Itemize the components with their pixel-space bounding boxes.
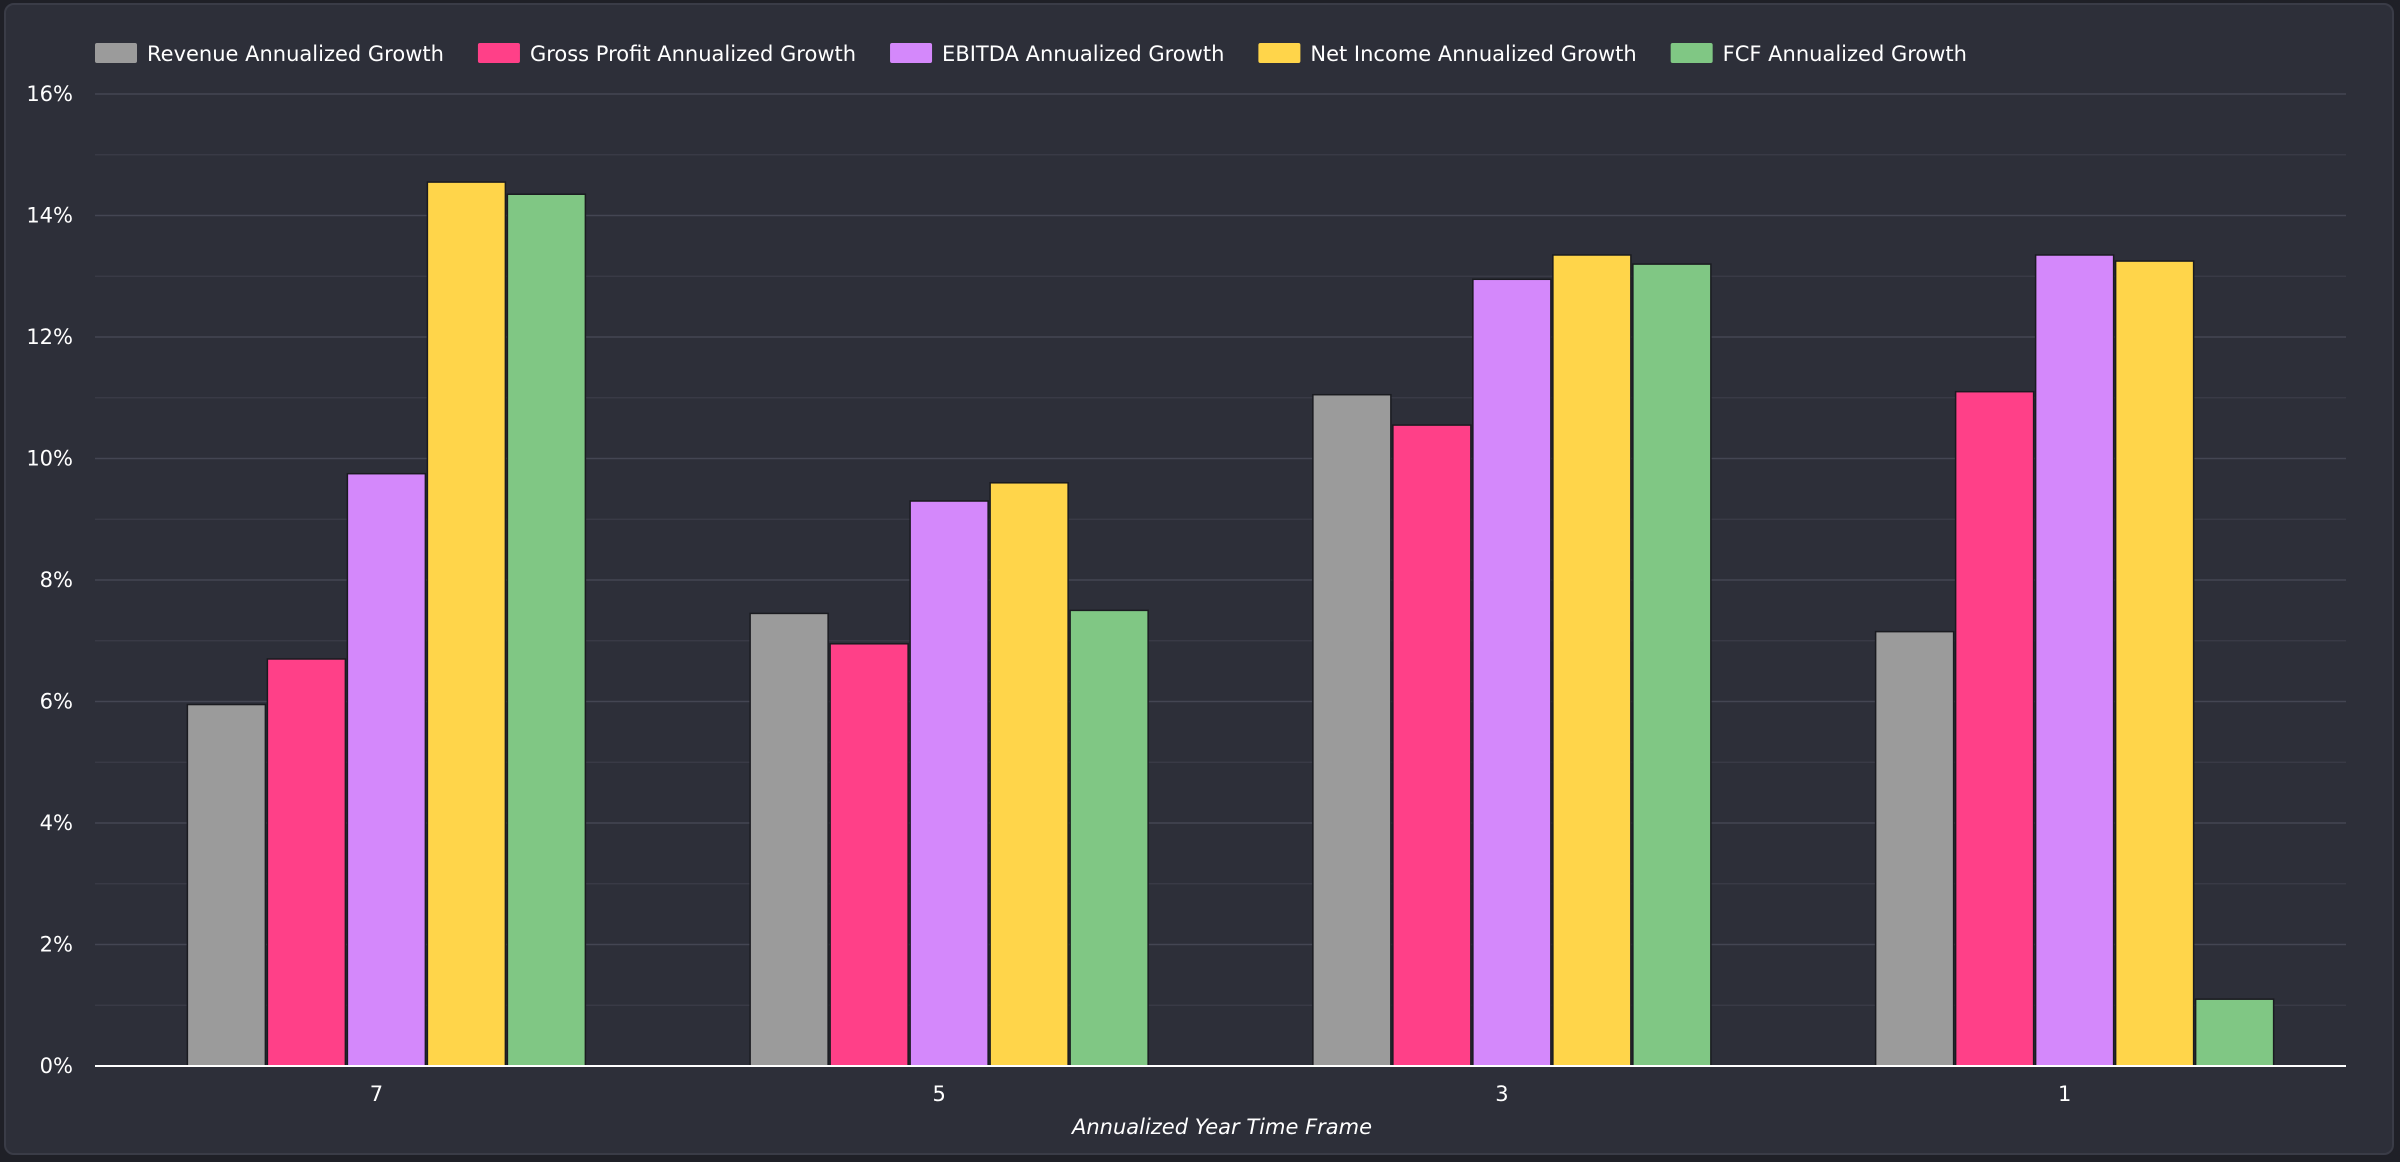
legend: Revenue Annualized Growth Gross Profit An… — [95, 42, 1967, 66]
bar-net-income-annualized-growth-1 — [2114, 260, 2195, 1067]
x-tick-label: 7 — [370, 1082, 383, 1106]
bar-revenue-annualized-growth-5 — [749, 612, 829, 1067]
x-axis-title: Annualized Year Time Frame — [1070, 1115, 1372, 1139]
legend-label: Revenue Annualized Growth — [147, 42, 444, 66]
y-tick-label: 12% — [26, 325, 73, 349]
bar-revenue-annualized-growth-1 — [1874, 630, 1955, 1067]
legend-label: EBITDA Annualized Growth — [942, 42, 1224, 66]
legend-swatch — [890, 43, 933, 63]
bar-revenue-annualized-growth-3 — [1312, 393, 1392, 1067]
bar-fcf-annualized-growth-3 — [1632, 263, 1712, 1067]
legend-label: Gross Profit Annualized Growth — [530, 42, 856, 66]
legend-swatch — [1258, 43, 1301, 63]
x-tick-label: 5 — [932, 1082, 945, 1106]
y-tick-label: 10% — [26, 447, 73, 471]
bar-fcf-annualized-growth-7 — [506, 193, 587, 1067]
y-tick-label: 14% — [26, 204, 73, 228]
bar-gross-profit-annualized-growth-7 — [266, 658, 347, 1067]
y-tick-label: 8% — [40, 568, 73, 592]
y-tick-label: 16% — [26, 82, 73, 106]
legend-swatch — [477, 43, 520, 63]
legend-label: Net Income Annualized Growth — [1310, 42, 1636, 66]
x-tick-label: 1 — [2058, 1082, 2071, 1106]
x-tick-label: 3 — [1495, 1082, 1508, 1106]
legend-label: FCF Annualized Growth — [1723, 42, 1967, 66]
bar-ebitda-annualized-growth-1 — [2034, 254, 2115, 1067]
bar-gross-profit-annualized-growth-3 — [1392, 424, 1472, 1067]
y-tick-label: 6% — [40, 690, 73, 714]
bar-net-income-annualized-growth-7 — [426, 181, 507, 1067]
bar-net-income-annualized-growth-5 — [989, 482, 1069, 1067]
bar-fcf-annualized-growth-5 — [1069, 609, 1149, 1067]
bar-ebitda-annualized-growth-7 — [346, 472, 427, 1067]
bar-revenue-annualized-growth-7 — [186, 703, 267, 1067]
bar-gross-profit-annualized-growth-5 — [829, 643, 909, 1067]
bar-fcf-annualized-growth-1 — [2194, 998, 2275, 1067]
y-tick-label: 4% — [40, 811, 73, 835]
bar-ebitda-annualized-growth-3 — [1472, 278, 1552, 1067]
y-axis-ticks: 0% 2% 4% 6% 8% 10% 12% 14% 16% — [26, 82, 73, 1078]
y-tick-label: 0% — [40, 1054, 73, 1078]
bars — [186, 181, 2275, 1067]
legend-swatch — [95, 43, 137, 63]
legend-swatch — [1670, 43, 1713, 63]
bar-gross-profit-annualized-growth-1 — [1954, 390, 2035, 1067]
y-tick-label: 2% — [40, 933, 73, 957]
bar-ebitda-annualized-growth-5 — [909, 500, 989, 1067]
x-axis-ticks: 7 5 3 1 — [370, 1082, 2072, 1106]
bar-net-income-annualized-growth-3 — [1552, 254, 1632, 1067]
